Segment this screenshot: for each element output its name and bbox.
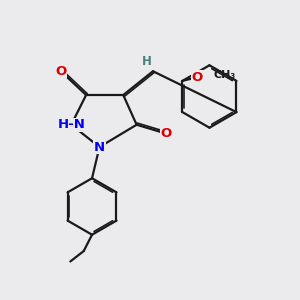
Text: O: O (161, 127, 172, 140)
Text: O: O (192, 71, 203, 84)
Text: H: H (142, 55, 152, 68)
Text: CH₃: CH₃ (214, 70, 236, 80)
Text: O: O (55, 65, 67, 78)
Text: H-N: H-N (57, 118, 85, 131)
Text: N: N (94, 140, 105, 154)
